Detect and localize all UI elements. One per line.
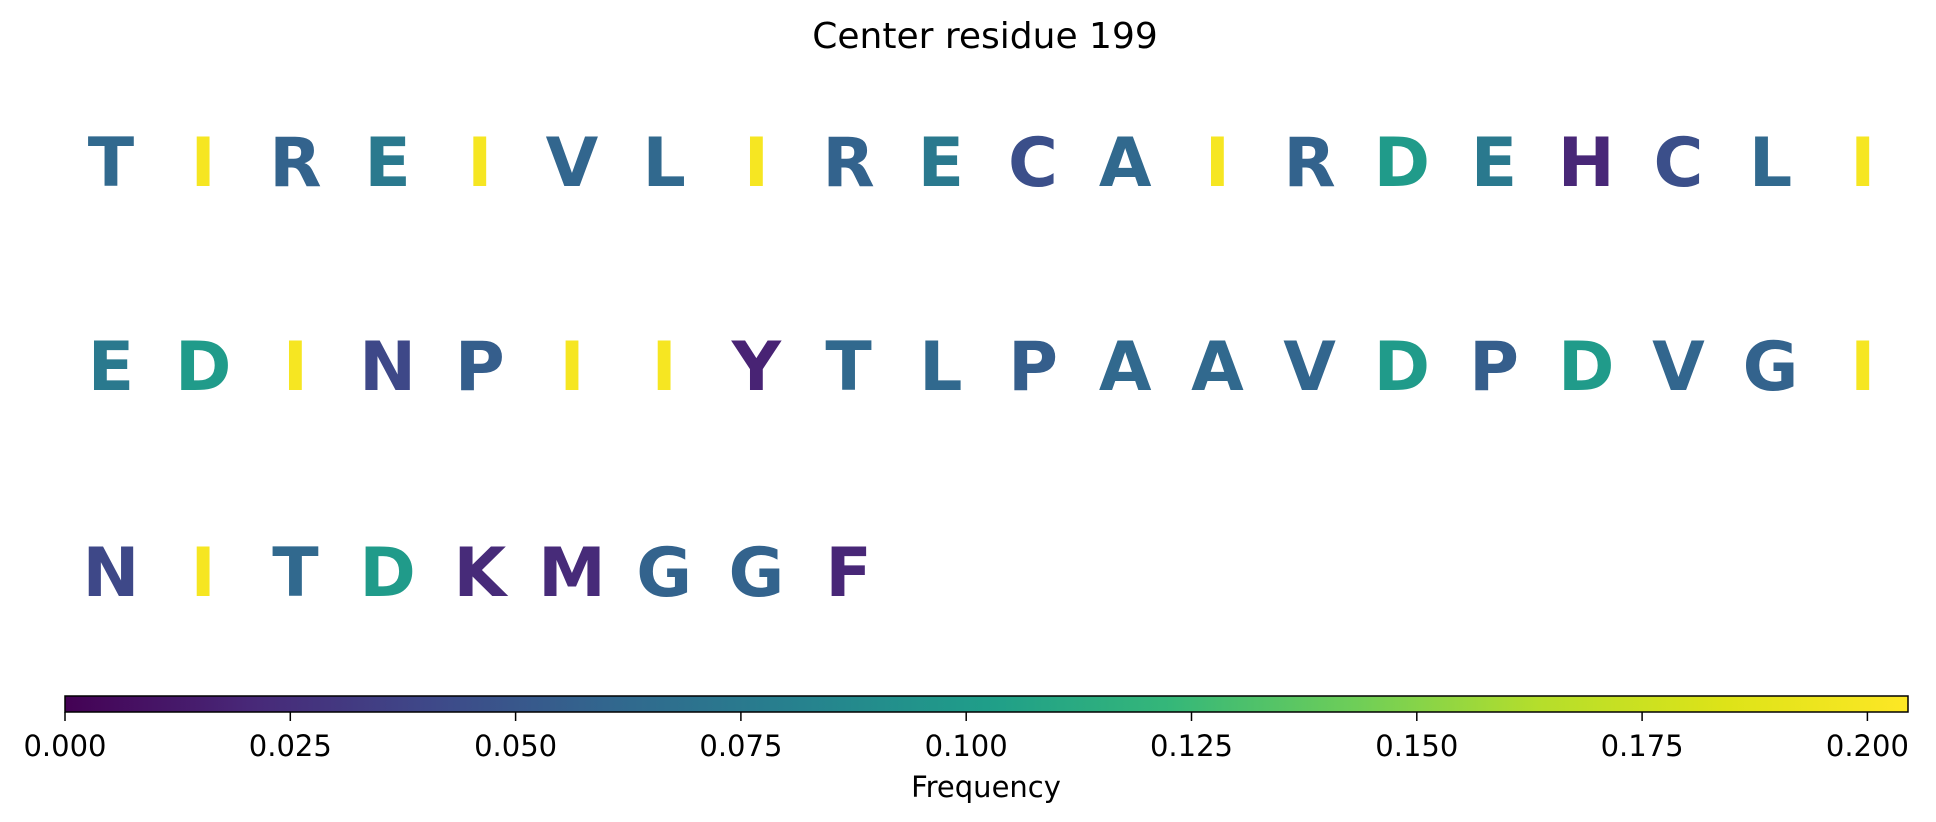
residue-letter: L	[1749, 124, 1792, 203]
colorbar-ticks: 0.000 0.025 0.050 0.075 0.100 0.125 0.150 0.175…	[23, 712, 1909, 763]
residue-letter: D	[175, 328, 231, 407]
residue-letter: I	[652, 328, 677, 407]
chart-title: Center residue 199	[812, 16, 1158, 57]
residue-letters: T I R E I V L I R E C A I R D E H C L IE D I N P I I Y T L P A A V D P D V G I…	[83, 124, 1876, 613]
residue-letter: P	[455, 328, 505, 407]
residue-letter: I	[1205, 124, 1230, 203]
residue-letter: P	[1008, 328, 1058, 407]
residue-letter: D	[1558, 328, 1614, 407]
residue-letter: I	[1850, 328, 1875, 407]
residue-letter: I	[559, 328, 584, 407]
residue-letter: M	[538, 534, 606, 613]
residue-letter: R	[269, 124, 321, 203]
colorbar-gradient	[65, 696, 1908, 712]
residue-letter: V	[546, 124, 599, 203]
residue-letter: Y	[731, 328, 782, 407]
residue-letter: D	[1374, 328, 1430, 407]
residue-letter: K	[453, 534, 508, 613]
residue-letter: T	[825, 328, 872, 407]
colorbar-tick-label: 0.150	[1375, 729, 1458, 763]
colorbar-tick-label: 0.175	[1601, 729, 1684, 763]
colorbar: 0.000 0.025 0.050 0.075 0.100 0.125 0.150 0.175…	[23, 695, 1909, 804]
residue-letter: C	[1008, 124, 1058, 203]
residue-letter: L	[919, 328, 962, 407]
colorbar-label: Frequency	[911, 770, 1061, 804]
colorbar-tick-label: 0.000	[23, 729, 106, 763]
residue-letter: D	[359, 534, 415, 613]
residue-letter: A	[1099, 328, 1152, 407]
residue-letter: N	[83, 534, 140, 613]
colorbar-tick-label: 0.125	[1150, 729, 1233, 763]
residue-letter: V	[1283, 328, 1336, 407]
residue-letter: E	[1471, 124, 1517, 203]
residue-letter: V	[1652, 328, 1705, 407]
residue-letter: R	[822, 124, 874, 203]
residue-letter: E	[364, 124, 410, 203]
residue-letter: T	[88, 124, 135, 203]
residue-letter: G	[636, 534, 692, 613]
residue-letter: T	[272, 534, 319, 613]
residue-letter: I	[191, 534, 216, 613]
residue-letter: C	[1653, 124, 1703, 203]
colorbar-tick-label: 0.100	[925, 729, 1008, 763]
residue-letter: E	[88, 328, 134, 407]
colorbar-tick-label: 0.075	[699, 729, 782, 763]
residue-letter: I	[283, 328, 308, 407]
residue-letter: R	[1283, 124, 1335, 203]
residue-letter: G	[728, 534, 784, 613]
residue-letter: L	[643, 124, 686, 203]
residue-letter: I	[191, 124, 216, 203]
residue-letter: H	[1558, 124, 1615, 203]
residue-letter: F	[825, 534, 871, 613]
residue-letter: A	[1099, 124, 1152, 203]
colorbar-tick-label: 0.025	[249, 729, 332, 763]
residue-letter: I	[744, 124, 769, 203]
residue-letter: D	[1374, 124, 1430, 203]
residue-letter: G	[1743, 328, 1799, 407]
residue-letter: A	[1191, 328, 1244, 407]
colorbar-tick-label: 0.200	[1826, 729, 1909, 763]
residue-letter: I	[1850, 124, 1875, 203]
residue-letter: N	[359, 328, 416, 407]
colorbar-tick-label: 0.050	[474, 729, 557, 763]
residue-letter: I	[467, 124, 492, 203]
colorbar-frame	[64, 695, 1909, 713]
residue-letter: P	[1469, 328, 1519, 407]
residue-letter: E	[918, 124, 964, 203]
